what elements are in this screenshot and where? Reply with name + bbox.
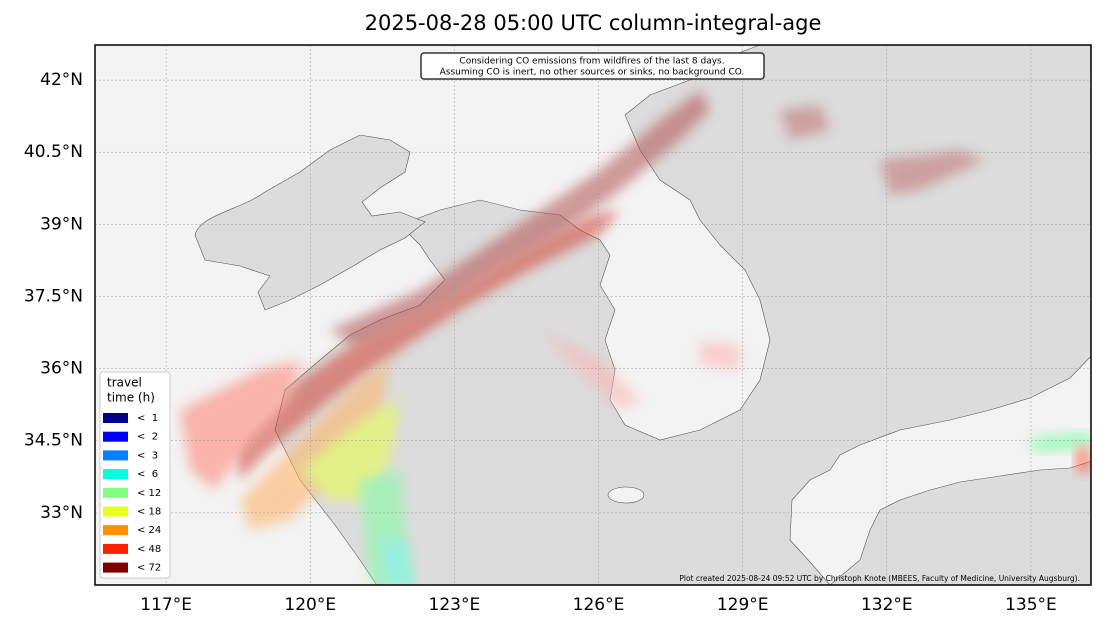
legend-label: < 48	[137, 544, 161, 555]
x-tick-label: 132°E	[861, 595, 913, 615]
plume	[300, 400, 400, 500]
plume	[780, 105, 985, 195]
plume	[1075, 445, 1091, 475]
x-tick-label: 120°E	[284, 595, 336, 615]
legend-swatch	[103, 506, 128, 517]
y-tick-label: 39°N	[40, 214, 83, 234]
plumes	[180, 90, 1091, 585]
x-tick-label: 135°E	[1005, 595, 1057, 615]
legend-label: < 2	[137, 432, 158, 443]
plume	[330, 90, 710, 350]
legend-label: < 72	[137, 563, 161, 574]
credit: Plot created 2025-08-24 09:52 UTC by Chr…	[679, 574, 1080, 583]
legend-swatch	[103, 543, 128, 554]
legend-title: time (h)	[107, 391, 155, 405]
legend-label: < 18	[137, 507, 161, 518]
legend-label: < 24	[137, 525, 161, 536]
legend-label: < 6	[137, 469, 158, 480]
note: Considering CO emissions from wildfires …	[459, 57, 724, 67]
y-tick-label: 40.5°N	[24, 142, 83, 162]
plume	[380, 540, 415, 585]
plume	[180, 360, 300, 490]
y-tick-label: 42°N	[40, 70, 83, 90]
legend-swatch	[103, 562, 128, 573]
legend-swatch	[103, 450, 128, 461]
chart-title: 2025-08-28 05:00 UTC column-integral-age	[365, 11, 822, 35]
legend-swatch	[103, 525, 128, 536]
legend-label: < 3	[137, 450, 158, 461]
x-tick-label: 126°E	[573, 595, 625, 615]
x-tick-label: 123°E	[429, 595, 481, 615]
japan	[789, 355, 1091, 585]
y-tick-label: 34.5°N	[24, 431, 83, 451]
jeju-island	[607, 486, 645, 504]
legend-label: < 1	[137, 413, 158, 424]
x-tick-label: 129°E	[717, 595, 769, 615]
y-tick-label: 33°N	[40, 503, 83, 523]
legend-swatch	[103, 469, 128, 480]
legend-label: < 12	[137, 488, 161, 499]
x-tick-label: 117°E	[140, 595, 192, 615]
plume	[240, 360, 390, 530]
grid	[95, 45, 1091, 585]
legend-swatch	[103, 487, 128, 498]
note: Assuming CO is inert, no other sources o…	[440, 68, 745, 78]
plot-frame	[94, 44, 1092, 586]
note-box	[420, 52, 765, 80]
y-tick-label: 36°N	[40, 359, 83, 379]
plume	[1030, 432, 1091, 452]
y-tick-label: 37.5°N	[24, 286, 83, 306]
legend-swatch	[103, 413, 128, 423]
legend-swatch	[103, 431, 128, 442]
map	[95, 45, 1091, 585]
plume	[540, 330, 740, 410]
legend-title: travel	[107, 376, 142, 390]
plume	[230, 210, 620, 480]
